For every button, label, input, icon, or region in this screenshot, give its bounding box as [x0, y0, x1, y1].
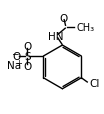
Text: −: −	[11, 49, 19, 58]
Text: HN: HN	[48, 32, 63, 42]
Text: CH₃: CH₃	[77, 23, 95, 33]
Text: O: O	[60, 14, 68, 24]
Text: O: O	[23, 42, 32, 52]
Text: O: O	[23, 61, 32, 71]
Text: S: S	[24, 52, 31, 61]
Text: Cl: Cl	[90, 78, 100, 88]
Text: +: +	[15, 58, 22, 67]
Text: Na: Na	[7, 61, 21, 71]
Text: O: O	[13, 52, 21, 61]
